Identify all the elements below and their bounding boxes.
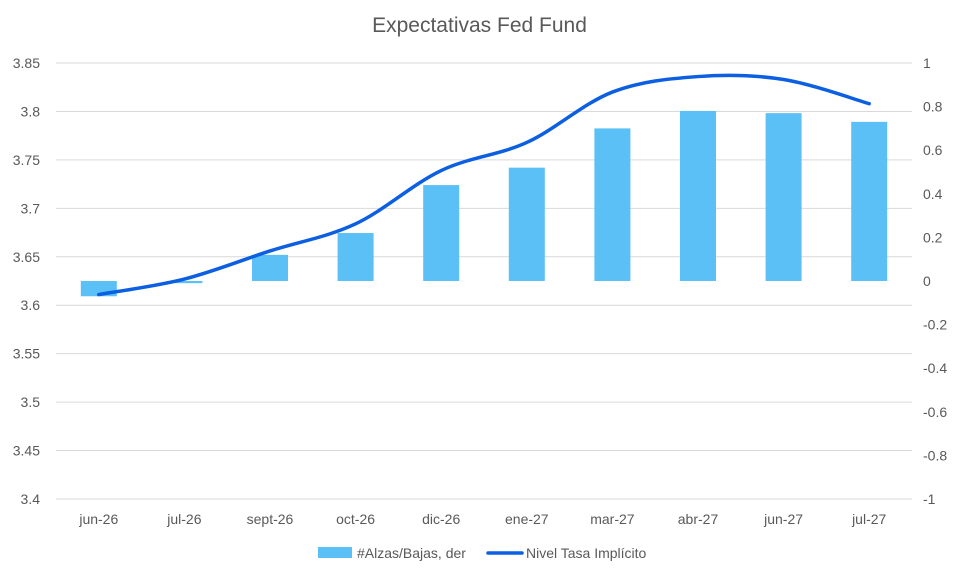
y-left-tick-label: 3.85 (13, 55, 40, 71)
y-right-tick-label: 0.4 (923, 186, 943, 202)
y-right-tick-label: 1 (923, 55, 931, 71)
y-left-tick-label: 3.5 (21, 394, 41, 410)
bar (166, 281, 203, 284)
y-right-tick-label: -0.2 (923, 317, 947, 333)
bar (765, 113, 802, 281)
y-right-tick-label: -0.6 (923, 404, 947, 420)
y-left-tick-label: 3.55 (13, 346, 40, 362)
legend-label-bars: #Alzas/Bajas, der (357, 545, 466, 561)
x-tick-label: ene-27 (505, 511, 549, 527)
chart-title: Expectativas Fed Fund (372, 14, 587, 37)
y-right-tick-label: 0.2 (923, 229, 943, 245)
x-tick-label: jun-27 (763, 511, 803, 527)
y-left-tick-label: 3.4 (21, 491, 41, 507)
bar (252, 254, 288, 281)
series-line (97, 73, 871, 297)
bar (423, 185, 460, 281)
y-left-tick-label: 3.75 (13, 152, 40, 168)
bar (594, 128, 631, 281)
bar (851, 121, 888, 281)
x-tick-label: oct-26 (336, 511, 375, 527)
y-left-tick-label: 3.6 (21, 297, 41, 313)
y-right-tick-label: 0.8 (923, 99, 943, 115)
x-tick-label: mar-27 (590, 511, 635, 527)
legend-label-line: Nivel Tasa Implícito (526, 545, 647, 561)
y-left-tick-label: 3.7 (21, 200, 41, 216)
x-tick-label: jul-27 (851, 511, 886, 527)
y-left-tick-label: 3.45 (13, 443, 40, 459)
x-tick-label: jul-26 (166, 511, 201, 527)
y-right-tick-label: 0 (923, 273, 931, 289)
x-tick-label: sept-26 (247, 511, 294, 527)
bar (337, 233, 374, 281)
x-tick-label: dic-26 (422, 511, 460, 527)
y-right-tick-label: -1 (923, 491, 936, 507)
y-left-tick-label: 3.8 (21, 103, 41, 119)
y-right-tick-label: -0.8 (923, 447, 947, 463)
bar (508, 167, 545, 281)
x-tick-label: jun-26 (78, 511, 118, 527)
bar (680, 110, 716, 282)
legend-swatch-bars (318, 547, 352, 558)
y-right-tick-label: -0.4 (923, 360, 947, 376)
x-tick-label: abr-27 (678, 511, 719, 527)
y-right-tick-label: 0.6 (923, 142, 943, 158)
y-left-tick-label: 3.65 (13, 249, 40, 265)
